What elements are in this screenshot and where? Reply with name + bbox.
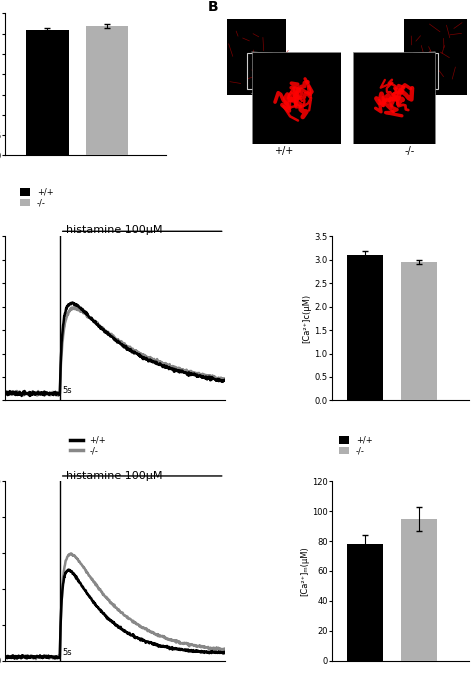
Text: B: B [208, 0, 218, 13]
Legend: +/+, -/-: +/+, -/- [67, 433, 109, 459]
Text: 5s: 5s [62, 386, 72, 395]
Bar [26, 30, 69, 155]
Y-axis label: [Ca²⁺]ᴄ(μM): [Ca²⁺]ᴄ(μM) [302, 294, 311, 343]
Legend: +/+, -/-: +/+, -/- [336, 433, 376, 459]
Bar [347, 544, 383, 661]
Title: histamine 100μM: histamine 100μM [66, 225, 163, 235]
Title: histamine 100μM: histamine 100μM [66, 470, 163, 481]
Text: 5s: 5s [62, 648, 72, 657]
Bar [85, 26, 128, 155]
Bar [401, 262, 437, 400]
Y-axis label: [Ca²⁺]ₘ(μM): [Ca²⁺]ₘ(μM) [300, 546, 309, 596]
Legend: +/+, -/-: +/+, -/- [17, 185, 57, 211]
Bar [401, 519, 437, 661]
Bar [347, 255, 383, 400]
